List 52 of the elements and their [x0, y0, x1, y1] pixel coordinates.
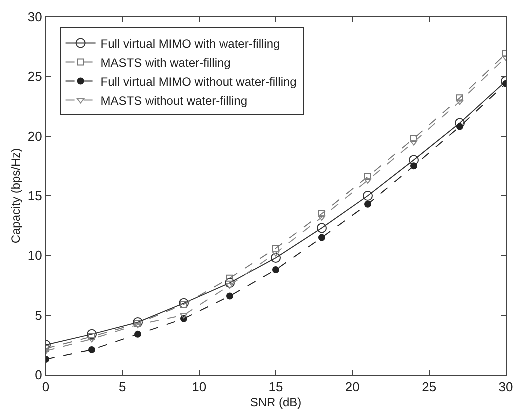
point	[134, 322, 142, 328]
point	[318, 234, 326, 242]
x-tick-label: 5	[119, 380, 126, 395]
x-tick-label: 10	[192, 380, 207, 395]
point	[225, 278, 235, 288]
point	[87, 329, 97, 340]
point	[410, 140, 418, 146]
point	[272, 266, 280, 274]
point	[88, 346, 96, 354]
point	[455, 118, 465, 128]
point	[179, 298, 189, 308]
point	[456, 123, 464, 130]
x-tick-label: 20	[345, 380, 360, 395]
point	[318, 215, 326, 221]
x-tick-label: 15	[268, 380, 284, 395]
point	[318, 210, 326, 218]
point	[88, 333, 96, 340]
point	[88, 337, 96, 343]
y-tick-label: 15	[28, 188, 42, 204]
y-tick-label: 30	[28, 10, 42, 25]
point	[317, 223, 327, 234]
x-tick-label: 30	[498, 380, 514, 395]
point	[180, 301, 188, 308]
point	[456, 94, 464, 102]
legend-label: MASTS with water-filling	[100, 56, 231, 70]
y-tick-label: 20	[28, 128, 42, 144]
point	[272, 245, 280, 252]
point	[456, 100, 464, 106]
point	[134, 330, 142, 338]
point	[364, 200, 372, 208]
point	[363, 191, 373, 201]
y-tick-label: 10	[28, 248, 42, 264]
y-tick-label: 25	[28, 69, 42, 84]
y-tick-label: 5	[35, 308, 42, 323]
y-axis-title: Capacity (bps/Hz)	[9, 148, 24, 244]
point	[226, 292, 234, 300]
point	[180, 313, 188, 319]
x-axis-title: SNR (dB)	[250, 396, 302, 410]
point	[364, 173, 372, 180]
legend-label: Full virtual MIMO without water-filling	[100, 74, 297, 89]
point	[409, 155, 419, 166]
point	[134, 320, 142, 328]
point	[410, 135, 418, 142]
point	[272, 251, 280, 257]
point	[364, 178, 372, 184]
y-tick-label: 0	[35, 368, 42, 383]
legend-label: Full virtual MIMO with water-filling	[100, 36, 280, 51]
point	[226, 274, 234, 282]
x-tick-label: 25	[422, 380, 437, 395]
legend-label: MASTS without water-filling	[100, 94, 248, 108]
point	[271, 253, 281, 264]
point	[410, 162, 418, 170]
